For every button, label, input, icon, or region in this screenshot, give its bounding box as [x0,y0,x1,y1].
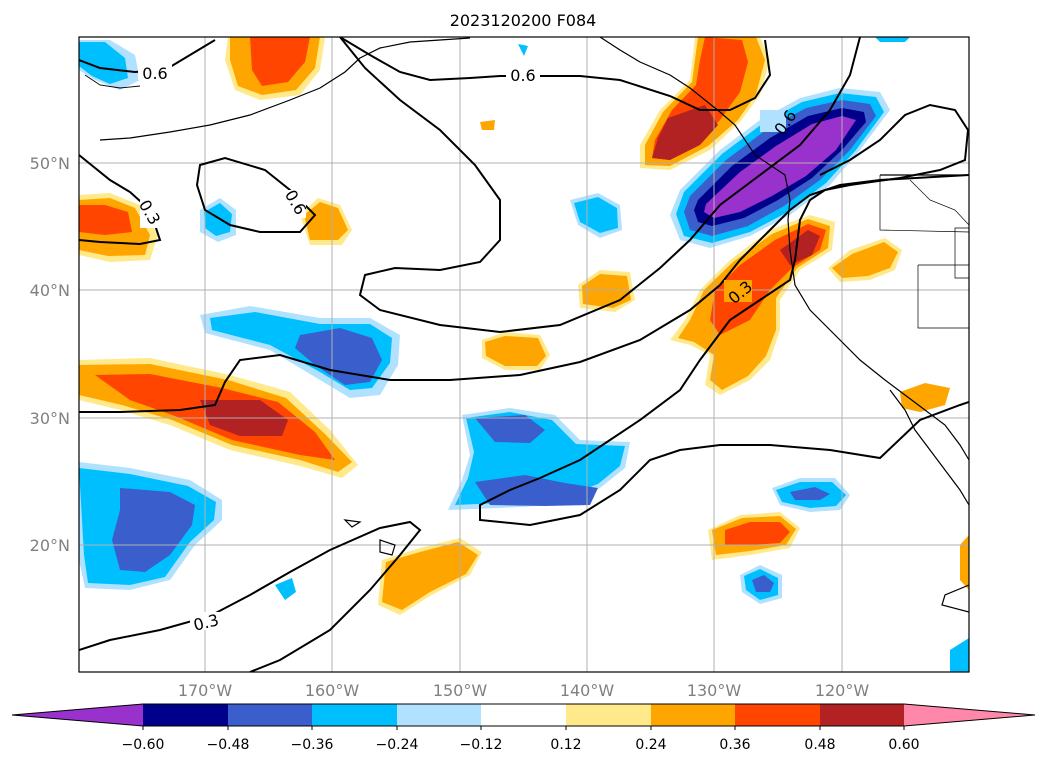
colorbar-segment [735,704,820,726]
lon-tick: 160°W [305,681,360,700]
colorbar-segment [12,704,143,726]
map-frame [78,36,970,673]
contour-0-6-loop [195,156,317,233]
map-title: 2023120200 F084 [450,11,597,30]
colorbar-segment [820,704,904,726]
colorbar-segment [904,704,1035,726]
gridlines [79,37,969,672]
lat-tick: 50°N [30,154,70,173]
colorbar-tick: 0.48 [804,737,835,753]
shaded-anomalies [79,37,969,672]
colorbar-tick: 0.36 [719,737,750,753]
colorbar-tick: −0.48 [207,737,250,753]
lat-tick: 40°N [30,281,70,300]
colorbar-tick-labels: −0.60 −0.48 −0.36 −0.24 −0.12 0.12 0.24 … [122,737,920,753]
contour-label: 0.6 [142,64,167,83]
lon-tick: 120°W [815,681,870,700]
lat-tick: 20°N [30,536,70,555]
lon-tick: 130°W [687,681,742,700]
colorbar-tick: 0.12 [550,737,581,753]
colorbar-segment [651,704,735,726]
colorbar-segment [312,704,397,726]
colorbar-tick: −0.12 [460,737,503,753]
colorbar-segment [228,704,312,726]
colorbar-tick: 0.24 [635,737,666,753]
contour-label: 0.6 [510,66,535,85]
coastlines [84,37,969,613]
colorbar-segment [481,704,566,726]
colorbar-segment [143,704,228,726]
lon-tick: 170°W [178,681,233,700]
colorbar-tick: −0.36 [291,737,334,753]
lat-tick: 30°N [30,409,70,428]
lon-tick: 150°W [433,681,488,700]
lon-tick-labels: 170°W 160°W 150°W 140°W 130°W 120°W [178,681,870,700]
colorbar [11,703,1036,730]
colorbar-tick: −0.24 [376,737,419,753]
colorbar-tick: −0.60 [122,737,165,753]
colorbar-segment [397,704,481,726]
contour-labels: 0.6 0.6 0.6 0.3 0.3 0.6 0.3 [135,64,800,635]
colorbar-segment [566,704,651,726]
colorbar-tick: 0.60 [888,737,919,753]
lat-tick-labels: 50°N 40°N 30°N 20°N [30,154,70,555]
lon-tick: 140°W [560,681,615,700]
